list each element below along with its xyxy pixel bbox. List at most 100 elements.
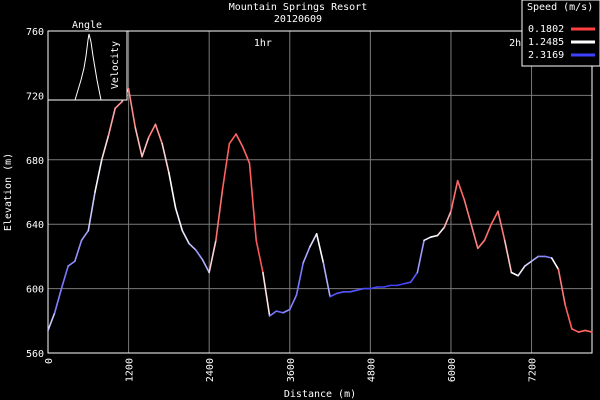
profile-segment (268, 310, 278, 317)
y-axis-label: Elevation (m) (3, 153, 14, 231)
profile-segment (228, 133, 237, 145)
profile-segment (443, 210, 452, 229)
legend-entry-label: 0.1802 (528, 24, 564, 35)
profile-segment (67, 260, 76, 267)
y-tick-label: 760 (26, 27, 44, 38)
profile-segment (584, 329, 593, 333)
profile-segment (423, 236, 432, 242)
profile-segment (577, 329, 587, 333)
chart-subtitle: 20120609 (274, 14, 322, 25)
legend-entry-label: 2.3169 (528, 50, 564, 61)
profile-segment (295, 262, 305, 296)
profile-segment (241, 146, 251, 164)
profile-segment (168, 171, 177, 209)
x-tick-label: 6000 (447, 358, 458, 382)
profile-segment (87, 191, 96, 232)
profile-segment (114, 101, 123, 110)
profile-segment (127, 88, 137, 129)
profile-segment (403, 281, 412, 285)
profile-segment (161, 142, 170, 174)
x-tick-label: 0 (44, 358, 55, 364)
profile-segment (255, 239, 264, 274)
profile-segment (315, 233, 325, 264)
profile-segment (409, 271, 419, 283)
grid-lines (48, 31, 592, 353)
profile-segment (74, 239, 83, 263)
profile-segment (550, 257, 560, 271)
profile-segment (154, 123, 163, 145)
profile-segment (47, 311, 56, 332)
profile-segment (396, 282, 405, 287)
profile-segment (80, 229, 90, 242)
profile-segment (60, 265, 69, 290)
legend-title: Speed (m/s) (527, 2, 593, 13)
profile-segment (282, 308, 291, 314)
x-tick-label: 3600 (286, 358, 297, 382)
profile-segment (208, 239, 217, 274)
profile-segment (456, 179, 466, 201)
profile-segment (416, 239, 425, 274)
profile-segment (483, 223, 493, 242)
profile-segment (302, 245, 311, 264)
profile-segment (356, 287, 365, 292)
profile-segment (383, 284, 392, 288)
profile-segment (262, 271, 271, 317)
profile-segment (188, 242, 197, 251)
profile-segment (309, 233, 318, 248)
profile-segment (100, 134, 110, 161)
time-tick-label: 1hr (254, 38, 272, 49)
profile-segment (221, 142, 231, 190)
profile-segment (349, 289, 358, 293)
y-tick-label: 560 (26, 349, 44, 360)
profile-segment (201, 258, 210, 274)
profile-segment (134, 126, 143, 158)
profile-segment (94, 159, 103, 193)
profile-segment (503, 239, 513, 274)
profile-segment (490, 210, 499, 225)
profile-segment (463, 199, 472, 225)
inset-title: Angle (72, 20, 102, 31)
profile-segment (436, 226, 446, 237)
profile-segment (497, 210, 506, 242)
legend-entry-label: 1.2485 (528, 37, 564, 48)
profile-segment (275, 310, 284, 314)
chart-title: Mountain Springs Resort (229, 2, 367, 13)
angle-inset: Angle Velocity (47, 20, 128, 101)
profile-segment (557, 268, 566, 306)
x-axis-label: Distance (m) (284, 389, 356, 400)
profile-segment (194, 249, 204, 261)
profile-segment (369, 286, 378, 290)
profile-segment (510, 271, 519, 277)
profile-segment (181, 229, 190, 245)
profile-segment (147, 123, 157, 139)
profile-segment (288, 294, 298, 311)
y-tick-label: 640 (26, 220, 44, 231)
profile-segment (335, 291, 345, 295)
profile-segment (107, 107, 116, 137)
time-tick-label: 2hr (509, 38, 527, 49)
y-tick-label: 680 (26, 156, 44, 167)
profile-segment (322, 262, 331, 298)
profile-segment (430, 234, 439, 238)
profile-segment (477, 239, 486, 250)
profile-segment (215, 187, 224, 242)
profile-segment (141, 136, 150, 158)
profile-segment (571, 328, 580, 333)
legend: Speed (m/s) 0.1802 1.2485 2.3169 (521, 0, 600, 67)
y-tick-label: 720 (26, 91, 44, 102)
elevation-profile-line (47, 88, 593, 333)
profile-segment (329, 292, 338, 298)
profile-segment (235, 133, 244, 148)
x-tick-label: 2400 (205, 358, 216, 382)
profile-segment (517, 265, 526, 277)
profile-segment (544, 255, 553, 259)
y-axis-ticks: 560 600 640 680 720 760 (26, 27, 44, 360)
profile-segment (53, 287, 63, 314)
profile-segment (564, 303, 573, 330)
x-tick-label: 7200 (528, 358, 539, 382)
profile-segment (450, 179, 459, 213)
profile-segment (524, 260, 533, 267)
x-axis-ticks: 0 1200 2400 3600 4800 6000 7200 (44, 358, 539, 382)
plot-frame (47, 30, 593, 354)
